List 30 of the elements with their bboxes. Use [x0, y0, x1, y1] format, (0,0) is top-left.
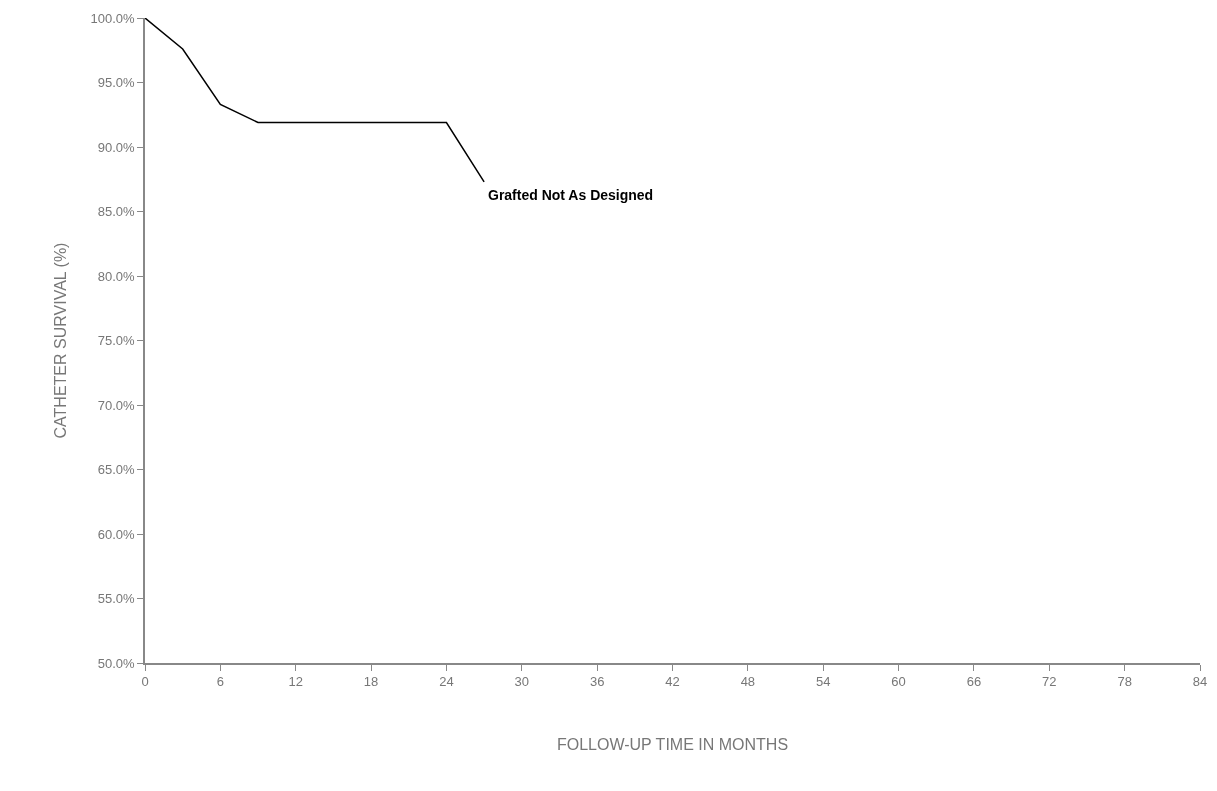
x-tick-label: 60 [891, 674, 906, 690]
x-tick-label: 78 [1117, 674, 1132, 690]
y-tick-label: 90.0% [97, 139, 136, 155]
x-tick-label: 0 [141, 674, 149, 690]
x-tick-label: 24 [439, 674, 454, 690]
x-tick-label: 48 [740, 674, 756, 690]
x-tick-label: 36 [589, 674, 605, 690]
x-tick-label: 84 [1192, 674, 1208, 690]
x-tick-label: 42 [665, 674, 680, 690]
y-tick-label: 95.0% [97, 75, 136, 91]
y-tick-label: 60.0% [97, 526, 136, 542]
y-tick-label: 65.0% [97, 462, 136, 478]
x-tick-label: 54 [815, 674, 831, 690]
series-label: Grafted Not As Designed [488, 187, 654, 203]
x-tick-label: 18 [363, 674, 379, 690]
y-tick-label: 50.0% [97, 655, 136, 671]
x-tick-label: 66 [966, 674, 982, 690]
x-tick-label: 12 [288, 674, 303, 690]
y-tick-label: 70.0% [97, 397, 136, 413]
line-series [145, 18, 485, 183]
y-axis-title: CATHETER SURVIVAL (%) [51, 242, 69, 439]
x-tick-label: 30 [514, 674, 530, 690]
y-tick-label: 75.0% [97, 333, 136, 349]
y-tick-label: 100.0% [90, 10, 136, 26]
y-tick-label: 80.0% [97, 268, 136, 284]
x-tick-label: 6 [216, 674, 224, 690]
x-axis-title: FOLLOW-UP TIME IN MONTHS [556, 735, 789, 753]
y-tick-label: 55.0% [97, 591, 136, 607]
y-tick-label: 85.0% [97, 204, 136, 220]
x-tick-label: 72 [1042, 674, 1057, 690]
